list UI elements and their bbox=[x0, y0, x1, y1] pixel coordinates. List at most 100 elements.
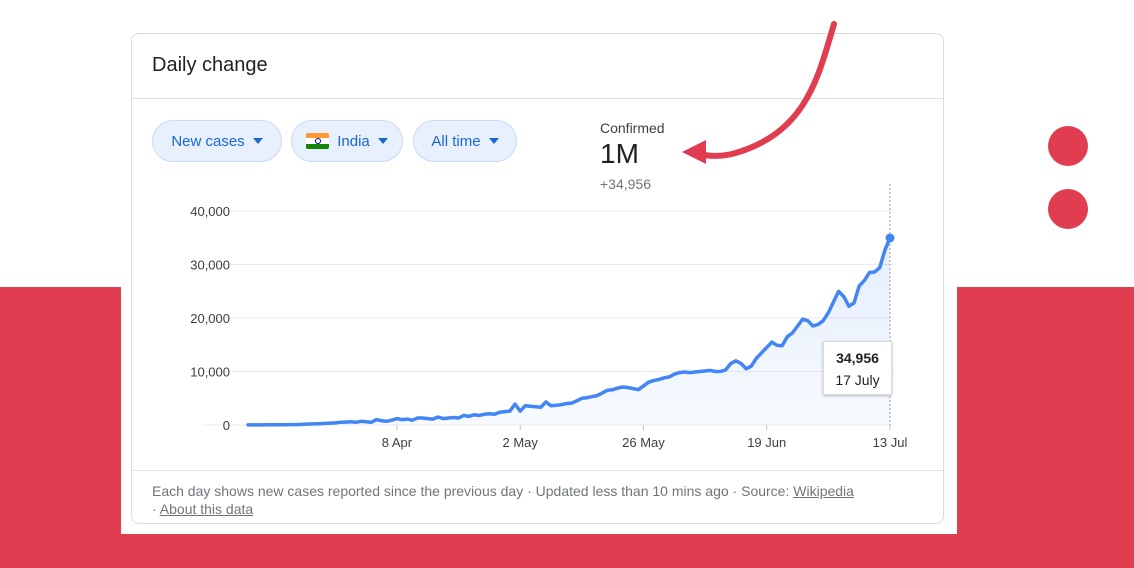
data-point[interactable] bbox=[786, 335, 789, 338]
data-point[interactable] bbox=[806, 319, 809, 322]
data-point[interactable] bbox=[883, 248, 886, 251]
data-point[interactable] bbox=[323, 422, 326, 425]
data-point[interactable] bbox=[621, 385, 624, 388]
data-point[interactable] bbox=[739, 362, 742, 365]
data-point[interactable] bbox=[365, 420, 368, 423]
data-point[interactable] bbox=[257, 423, 260, 426]
data-point[interactable] bbox=[683, 370, 686, 373]
data-point[interactable] bbox=[652, 379, 655, 382]
data-point[interactable] bbox=[442, 417, 445, 420]
data-point[interactable] bbox=[411, 419, 414, 422]
data-point[interactable] bbox=[549, 404, 552, 407]
data-point[interactable] bbox=[729, 362, 732, 365]
data-point[interactable] bbox=[837, 290, 840, 293]
data-point[interactable] bbox=[616, 386, 619, 389]
data-point[interactable] bbox=[678, 371, 681, 374]
data-point[interactable] bbox=[339, 421, 342, 424]
time-range-dropdown[interactable]: All time bbox=[413, 120, 517, 162]
data-point[interactable] bbox=[287, 423, 290, 426]
data-point[interactable] bbox=[852, 301, 855, 304]
data-point[interactable] bbox=[529, 405, 532, 408]
data-point[interactable] bbox=[277, 423, 280, 426]
data-point[interactable] bbox=[801, 317, 804, 320]
daily-cases-chart[interactable]: 0 10,000 20,000 30,000 40,000 8 Apr 2 May 26 M… bbox=[132, 34, 943, 464]
data-point[interactable] bbox=[354, 421, 357, 424]
data-point[interactable] bbox=[863, 279, 866, 282]
data-point[interactable] bbox=[591, 395, 594, 398]
data-point[interactable] bbox=[293, 423, 296, 426]
data-point[interactable] bbox=[452, 416, 455, 419]
data-point[interactable] bbox=[632, 387, 635, 390]
data-point[interactable] bbox=[668, 375, 671, 378]
data-point[interactable] bbox=[252, 423, 255, 426]
data-point[interactable] bbox=[421, 416, 424, 419]
data-point[interactable] bbox=[847, 305, 850, 308]
data-point[interactable] bbox=[775, 344, 778, 347]
data-point[interactable] bbox=[426, 417, 429, 420]
data-point[interactable] bbox=[544, 400, 547, 403]
data-point[interactable] bbox=[745, 367, 748, 370]
data-point[interactable] bbox=[329, 422, 332, 425]
data-point[interactable] bbox=[570, 401, 573, 404]
data-point[interactable] bbox=[560, 403, 563, 406]
data-point[interactable] bbox=[380, 419, 383, 422]
data-point[interactable] bbox=[467, 415, 470, 418]
data-point[interactable] bbox=[555, 404, 558, 407]
data-point[interactable] bbox=[519, 409, 522, 412]
data-point[interactable] bbox=[878, 266, 881, 269]
data-point[interactable] bbox=[334, 421, 337, 424]
data-point[interactable] bbox=[858, 284, 861, 287]
data-point[interactable] bbox=[662, 376, 665, 379]
data-point[interactable] bbox=[385, 420, 388, 423]
data-point[interactable] bbox=[698, 370, 701, 373]
data-point[interactable] bbox=[400, 418, 403, 421]
data-point[interactable] bbox=[755, 357, 758, 360]
data-point[interactable] bbox=[498, 411, 501, 414]
data-point[interactable] bbox=[349, 420, 352, 423]
data-point[interactable] bbox=[390, 419, 393, 422]
data-point[interactable] bbox=[436, 415, 439, 418]
data-point[interactable] bbox=[493, 413, 496, 416]
data-point[interactable] bbox=[606, 389, 609, 392]
data-point[interactable] bbox=[734, 359, 737, 362]
data-point[interactable] bbox=[791, 331, 794, 334]
metric-dropdown[interactable]: New cases bbox=[152, 120, 282, 162]
data-point[interactable] bbox=[534, 405, 537, 408]
data-point[interactable] bbox=[447, 416, 450, 419]
data-point[interactable] bbox=[673, 373, 676, 376]
data-point[interactable] bbox=[637, 388, 640, 391]
data-point[interactable] bbox=[796, 324, 799, 327]
data-point[interactable] bbox=[282, 423, 285, 426]
data-point[interactable] bbox=[873, 270, 876, 273]
data-point[interactable] bbox=[580, 397, 583, 400]
data-point[interactable] bbox=[750, 365, 753, 368]
about-link[interactable]: About this data bbox=[159, 501, 254, 517]
data-point[interactable] bbox=[395, 417, 398, 420]
data-point[interactable] bbox=[575, 399, 578, 402]
data-point[interactable] bbox=[313, 422, 316, 425]
data-point[interactable] bbox=[431, 418, 434, 421]
data-point[interactable] bbox=[406, 418, 409, 421]
data-point[interactable] bbox=[303, 423, 306, 426]
data-point[interactable] bbox=[457, 416, 460, 419]
data-point[interactable] bbox=[370, 421, 373, 424]
data-point[interactable] bbox=[513, 403, 516, 406]
data-point[interactable] bbox=[262, 423, 265, 426]
data-point[interactable] bbox=[765, 346, 768, 349]
data-point[interactable] bbox=[488, 412, 491, 415]
data-point[interactable] bbox=[246, 423, 249, 426]
data-point[interactable] bbox=[868, 271, 871, 274]
data-point[interactable] bbox=[714, 370, 717, 373]
data-point[interactable] bbox=[770, 340, 773, 343]
data-point[interactable] bbox=[565, 402, 568, 405]
data-point[interactable] bbox=[688, 371, 691, 374]
data-point[interactable] bbox=[344, 420, 347, 423]
data-point[interactable] bbox=[472, 413, 475, 416]
data-point[interactable] bbox=[298, 423, 301, 426]
data-point[interactable] bbox=[709, 369, 712, 372]
data-point[interactable] bbox=[704, 369, 707, 372]
data-point[interactable] bbox=[318, 422, 321, 425]
data-point[interactable] bbox=[267, 423, 270, 426]
data-point[interactable] bbox=[478, 414, 481, 417]
data-point[interactable] bbox=[827, 311, 830, 314]
